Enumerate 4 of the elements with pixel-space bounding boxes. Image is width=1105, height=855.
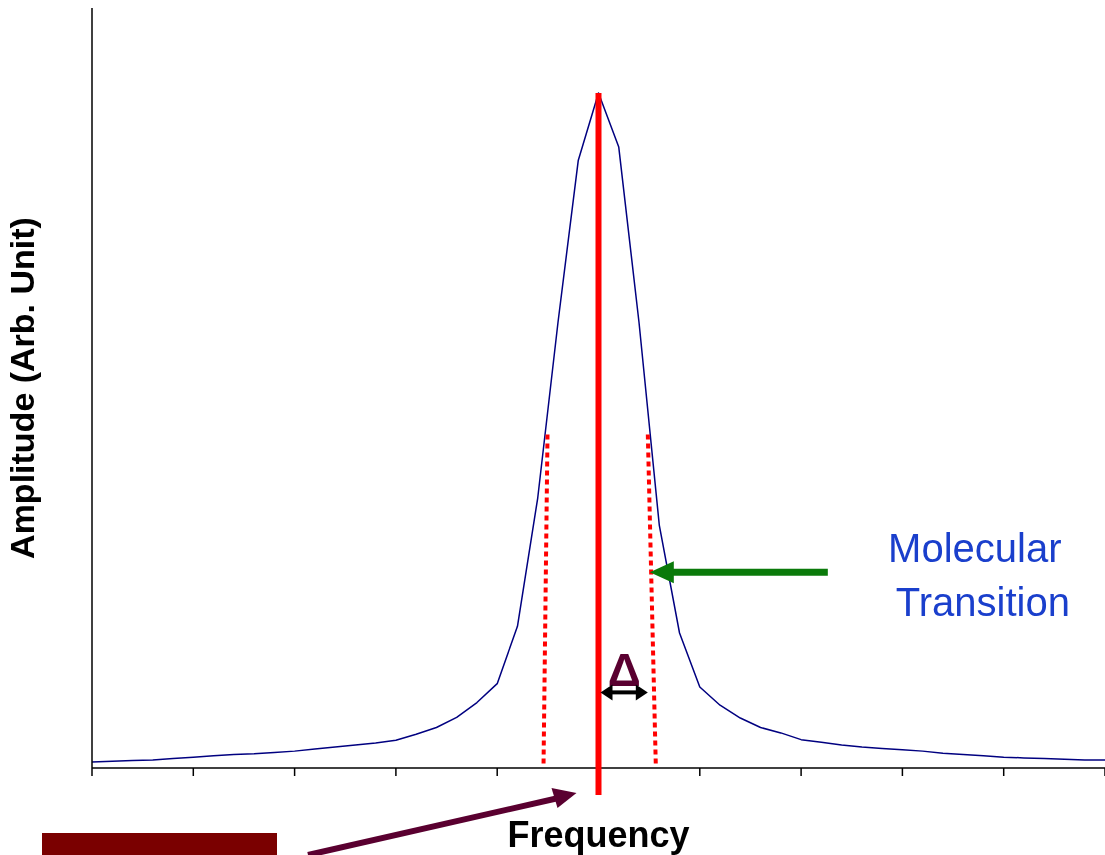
x-axis-title: Frequency: [507, 814, 690, 855]
annotation: Molecular Transition: [888, 526, 1070, 625]
annotation: Δ: [607, 644, 641, 697]
y-axis-title: Amplitude (Arb. Unit): [3, 217, 42, 559]
